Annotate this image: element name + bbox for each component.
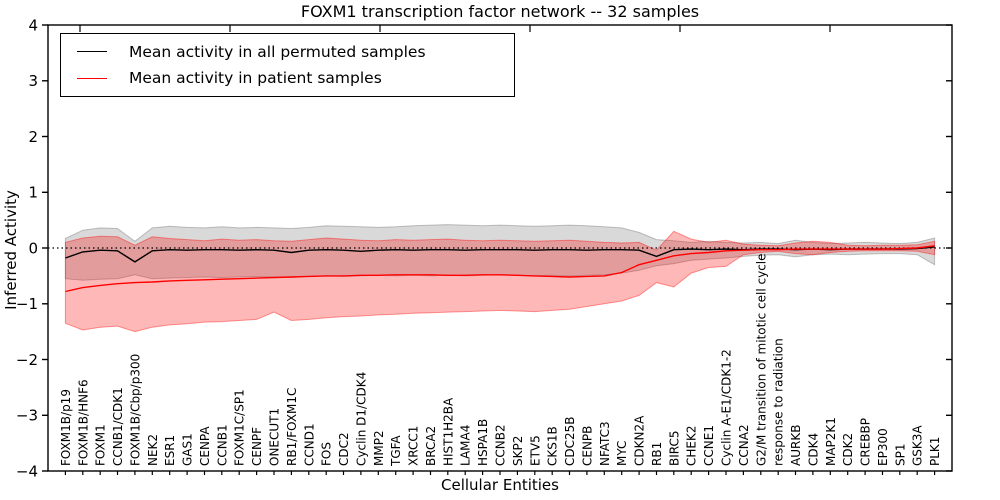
entity-label: FOXM1C/SP1	[233, 389, 247, 466]
confidence-band-patient	[64, 230, 936, 333]
entity-label: NFATC3	[598, 421, 612, 466]
entity-label: ESR1	[163, 435, 177, 466]
y-tick-label: −3	[16, 407, 38, 425]
y-tick-label: 4	[28, 16, 38, 34]
legend-line-sample-black	[77, 51, 107, 53]
entity-label: XRCC1	[407, 426, 421, 466]
entity-label: ONECUT1	[268, 408, 282, 466]
entity-label: CHEK2	[685, 426, 699, 467]
entity-label: CKS1B	[546, 426, 560, 466]
entity-label: CDC2	[337, 432, 351, 466]
y-tick-label: 1	[28, 184, 38, 202]
entity-label: G2/M transition of mitotic cell cycle	[754, 253, 768, 466]
entity-label: CDKN2A	[633, 415, 647, 466]
entity-label: CDC25B	[563, 417, 577, 467]
chart-title: FOXM1 transcription factor network -- 32…	[300, 2, 700, 21]
entity-label: RB1	[650, 442, 664, 466]
legend: Mean activity in all permuted samples Me…	[60, 33, 515, 97]
entity-label: MMP2	[372, 430, 386, 466]
entity-label: FOXM1	[94, 424, 108, 466]
entity-label: CDK4	[806, 433, 820, 466]
entity-label: HIST1H2BA	[441, 397, 455, 466]
legend-label-patient: Mean activity in patient samples	[129, 69, 382, 88]
legend-entry-patient: Mean activity in patient samples	[61, 69, 514, 87]
entity-label: GAS1	[181, 433, 195, 466]
entity-label: CCNA2	[737, 424, 751, 466]
entity-label: response to radiation	[772, 338, 786, 466]
legend-entry-permuted: Mean activity in all permuted samples	[61, 43, 514, 61]
entity-label: ETV5	[528, 435, 542, 466]
entity-label: MYC	[615, 441, 629, 466]
entity-label: CREBBP	[859, 418, 873, 466]
entity-label: RB1/FOXM1C	[285, 388, 299, 466]
entity-label: CDK2	[841, 433, 855, 466]
entity-label: TGFA	[389, 435, 403, 467]
y-axis-label: Inferred Activity	[2, 190, 20, 310]
entity-label: BRCA2	[424, 426, 438, 466]
y-tick-label: 0	[28, 239, 38, 257]
y-tick-label: −1	[16, 295, 38, 313]
entity-label: FOS	[320, 442, 334, 466]
entity-label: SKP2	[511, 436, 525, 466]
entity-label: NEK2	[146, 434, 160, 466]
entity-label: FOXM1B/HNF6	[76, 379, 90, 466]
entity-label: Cyclin A-E1/CDK1-2	[720, 349, 734, 466]
entity-label: PLK1	[928, 437, 942, 466]
entity-label: Cyclin D1/CDK4	[354, 372, 368, 466]
entity-label: AURKB	[789, 425, 803, 466]
entity-label: CCNB2	[494, 424, 508, 466]
entity-label: CCNE1	[702, 425, 716, 466]
y-tick-label: 2	[28, 128, 38, 146]
mean-line-patient	[65, 245, 935, 293]
entity-label: GSK3A	[911, 425, 925, 466]
entity-label: EP300	[876, 428, 890, 466]
entity-label: CCND1	[302, 423, 316, 466]
entity-label: CENPF	[250, 427, 264, 466]
entity-label: MAP2K1	[824, 417, 838, 466]
y-tick-label: −2	[16, 351, 38, 369]
entity-label: FOXM1B/Cbp/p300	[128, 354, 142, 466]
entity-label: BIRC5	[667, 430, 681, 466]
legend-label-permuted: Mean activity in all permuted samples	[129, 42, 426, 61]
entity-label: LAMA4	[459, 425, 473, 466]
entity-label: HSPA1B	[476, 419, 490, 466]
entity-label: CENPB	[580, 426, 594, 466]
entity-label: FOXM1B/p19	[59, 389, 73, 466]
entity-label: CCNB1	[215, 424, 229, 466]
entity-label: CCNB1/CDK1	[111, 387, 125, 466]
legend-line-sample-red	[77, 77, 107, 79]
x-axis-label: Cellular Entities	[441, 476, 559, 494]
y-tick-label: −4	[16, 462, 38, 480]
entity-label: CENPA	[198, 426, 212, 466]
entity-label: SP1	[893, 444, 907, 467]
y-tick-label: 3	[28, 72, 38, 90]
